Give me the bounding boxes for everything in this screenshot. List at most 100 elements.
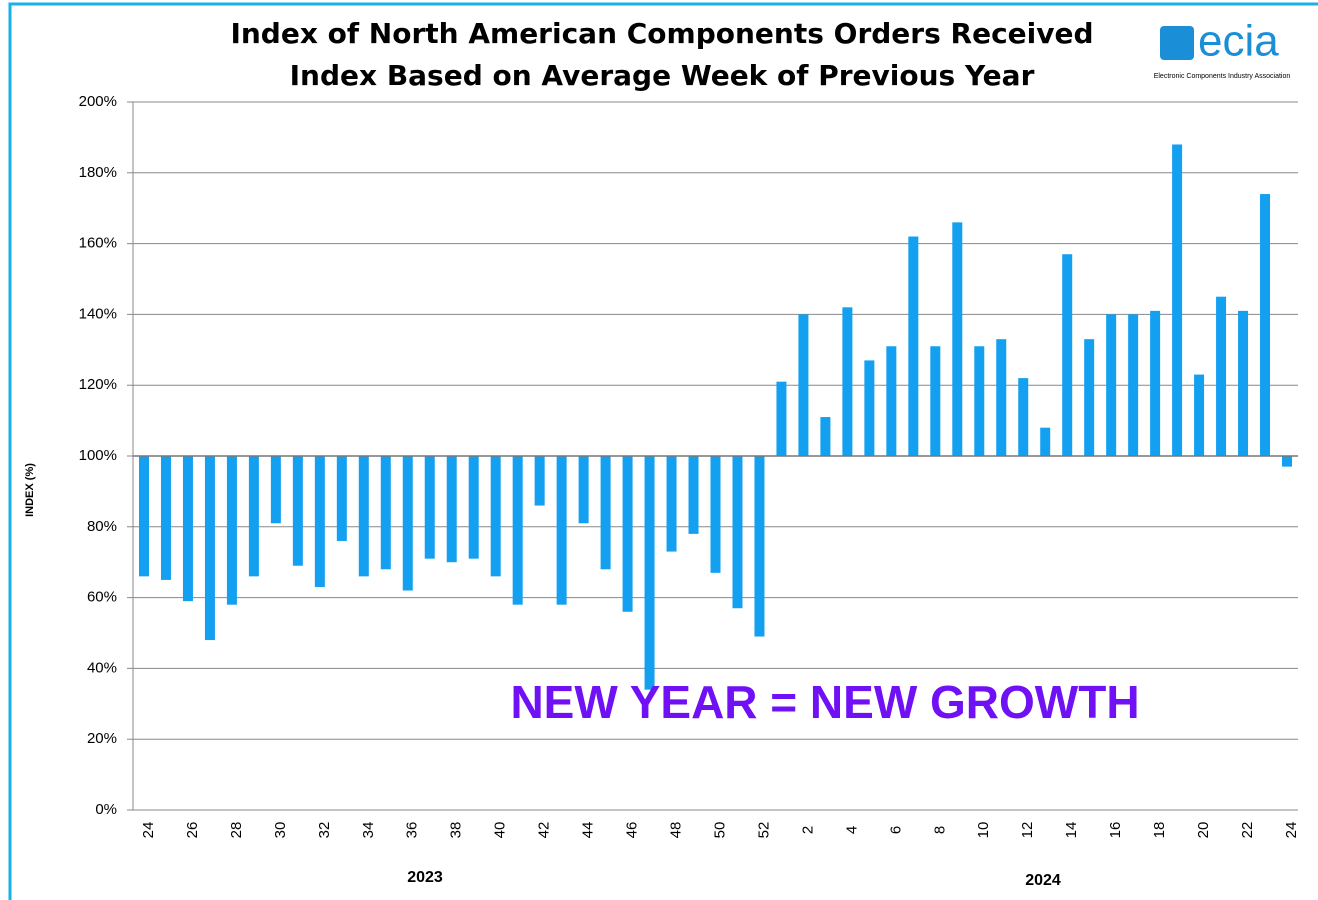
year-label: 2024 [1025, 872, 1061, 889]
bar [600, 456, 611, 570]
bar [842, 307, 853, 456]
x-tick-label: 20 [1195, 822, 1212, 839]
bar [248, 456, 259, 577]
x-tick-label: 52 [755, 822, 772, 839]
x-tick-label: 10 [975, 822, 992, 839]
x-tick-label: 48 [668, 822, 685, 839]
bar [402, 456, 413, 591]
bar [886, 346, 897, 456]
bar [1260, 194, 1271, 457]
y-tick-label: 80% [87, 518, 117, 535]
chart-subtitle: Index Based on Average Week of Previous … [290, 59, 1035, 92]
bar [512, 456, 523, 605]
y-tick-label: 120% [79, 376, 117, 393]
x-tick-label: 22 [1239, 822, 1256, 839]
bar [798, 314, 809, 456]
x-tick-label: 16 [1107, 822, 1124, 839]
y-axis-label: INDEX (%) [24, 463, 36, 517]
bar [1282, 456, 1293, 467]
bar [336, 456, 347, 541]
bar [446, 456, 457, 563]
x-tick-label: 8 [931, 826, 948, 834]
y-tick-label: 20% [87, 730, 117, 747]
x-tick-label: 50 [711, 822, 728, 839]
bar [688, 456, 699, 534]
bar [578, 456, 589, 524]
x-tick-label: 30 [272, 822, 289, 839]
x-tick-label: 14 [1063, 822, 1080, 839]
bar [314, 456, 325, 587]
bar [380, 456, 391, 570]
bar [204, 456, 215, 641]
y-tick-label: 180% [79, 164, 117, 181]
y-tick-label: 0% [95, 801, 117, 818]
bar [534, 456, 545, 506]
x-tick-label: 32 [316, 822, 333, 839]
bar [1150, 310, 1161, 456]
x-tick-label: 26 [184, 822, 201, 839]
bar [930, 346, 941, 456]
bar [138, 456, 149, 577]
bar [710, 456, 721, 573]
x-tick-label: 28 [228, 822, 245, 839]
bar [468, 456, 479, 559]
bar [820, 417, 831, 456]
bar [1040, 427, 1051, 456]
bar [1084, 339, 1095, 456]
bar [754, 456, 765, 637]
bar [358, 456, 369, 577]
x-tick-label: 6 [887, 826, 904, 834]
y-tick-label: 40% [87, 659, 117, 676]
bar [732, 456, 743, 609]
x-tick-label: 44 [580, 822, 597, 839]
logo-subtitle: Electronic Components Industry Associati… [1154, 73, 1291, 80]
x-tick-label: 12 [1019, 822, 1036, 839]
chart-title: Index of North American Components Order… [230, 17, 1093, 50]
bar [556, 456, 567, 605]
x-tick-label: 34 [360, 822, 377, 839]
bar [226, 456, 237, 605]
year-label: 2023 [407, 869, 443, 886]
bar [864, 360, 875, 456]
bar [776, 381, 787, 456]
y-tick-label: 200% [79, 93, 117, 110]
bar [974, 346, 985, 456]
x-tick-label: 36 [404, 822, 421, 839]
x-tick-label: 18 [1151, 822, 1168, 839]
bar [622, 456, 633, 612]
bar [952, 222, 963, 456]
x-tick-label: 38 [448, 822, 465, 839]
annotation: NEW YEAR = NEW GROWTH [510, 676, 1139, 728]
x-tick-label: 46 [624, 822, 641, 839]
bar [1062, 254, 1073, 456]
bar [292, 456, 303, 566]
bar [1238, 310, 1249, 456]
bar [424, 456, 435, 559]
x-tick-label: 24 [140, 822, 157, 839]
bar [1172, 144, 1183, 457]
bar [1106, 314, 1117, 456]
y-tick-label: 100% [79, 447, 117, 464]
bar [666, 456, 677, 552]
x-tick-label: 2 [799, 826, 816, 834]
bar [1194, 374, 1205, 456]
frame [8, 2, 1318, 900]
logo-text: ecia [1198, 17, 1279, 66]
y-tick-label: 160% [79, 235, 117, 252]
bar [160, 456, 171, 580]
bar [182, 456, 193, 602]
x-tick-label: 40 [492, 822, 509, 839]
y-tick-label: 140% [79, 305, 117, 322]
logo: ecia Electronic Components Industry Asso… [1154, 17, 1291, 80]
x-tick-label: 24 [1283, 822, 1300, 839]
bar [490, 456, 501, 577]
bar [1018, 378, 1029, 456]
bar [1128, 314, 1139, 456]
x-tick-label: 42 [536, 822, 553, 839]
y-tick-label: 60% [87, 589, 117, 606]
logo-icon [1160, 26, 1194, 60]
bar [996, 339, 1007, 456]
bar [908, 236, 919, 456]
bar [644, 456, 655, 690]
